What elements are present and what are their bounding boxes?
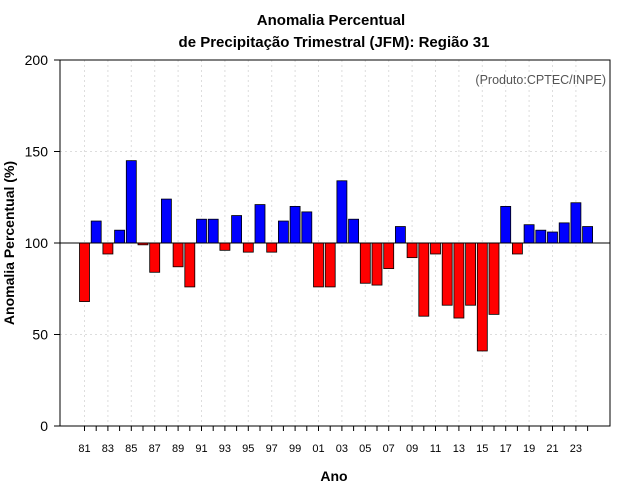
- bar-16: [488, 242, 500, 315]
- bar-22: [558, 222, 570, 244]
- y-axis: 0 50 100 150 200: [25, 52, 60, 434]
- bar-00: [301, 211, 313, 244]
- bar-97: [266, 242, 278, 253]
- credit-label: (Produto:CPTEC/INPE): [475, 73, 606, 87]
- bar-01: [313, 242, 324, 288]
- x-axis-title: Ano: [320, 468, 347, 484]
- bar-23: [570, 202, 582, 244]
- x-tick-label: 85: [125, 443, 137, 455]
- bar-13: [453, 242, 465, 319]
- x-tick-label: 19: [523, 443, 535, 455]
- bar-20: [535, 229, 547, 244]
- x-tick-label: 05: [359, 443, 371, 455]
- bar-15: [476, 242, 488, 352]
- bar-24: [582, 226, 593, 244]
- bar-12: [441, 242, 453, 306]
- x-tick-label: 13: [453, 443, 465, 455]
- bar-02: [324, 242, 336, 288]
- x-tick-label: 83: [102, 443, 114, 455]
- bar-88: [160, 198, 172, 244]
- bar-96: [254, 204, 266, 244]
- x-tick-label: 91: [195, 443, 207, 455]
- bar-81: [79, 242, 90, 302]
- bar-21: [547, 231, 558, 244]
- bar-94: [231, 215, 243, 244]
- x-tick-label: 87: [149, 443, 161, 455]
- bar-91: [196, 218, 207, 244]
- bar-87: [149, 242, 161, 273]
- bar-03: [336, 180, 348, 244]
- bar-19: [523, 224, 535, 244]
- x-tick-label: 93: [219, 443, 231, 455]
- bar-08: [394, 226, 406, 244]
- x-tick-label: 23: [570, 443, 582, 455]
- bar-10: [418, 242, 430, 317]
- bar-82: [90, 220, 102, 244]
- bar-89: [172, 242, 184, 268]
- x-tick-label: 17: [500, 443, 512, 455]
- x-tick-label: 11: [430, 443, 441, 455]
- y-tick-label: 100: [25, 235, 49, 251]
- bar-06: [371, 242, 383, 286]
- bar-04: [348, 218, 360, 244]
- bar-83: [102, 242, 114, 255]
- bar-95: [242, 242, 254, 253]
- x-tick-label: 15: [476, 443, 488, 455]
- bar-90: [184, 242, 196, 288]
- bar-11: [430, 242, 441, 255]
- x-axis: 81 83 85 87 89 91 93 95 97 99 01 03 05 07 09 11 13 15 17 19…: [78, 426, 589, 455]
- bar-92: [207, 218, 219, 244]
- y-tick-label: 50: [32, 327, 48, 343]
- bar-98: [277, 220, 289, 244]
- x-tick-label: 21: [546, 443, 558, 455]
- x-tick-label: 01: [312, 443, 324, 455]
- bar-99: [289, 205, 301, 244]
- bars: [79, 160, 593, 352]
- x-tick-label: 95: [242, 443, 254, 455]
- bar-18: [512, 242, 523, 255]
- y-tick-label: 0: [40, 418, 48, 434]
- chart-title-line2: de Precipitação Trimestral (JFM): Região…: [179, 34, 490, 51]
- chart-title-line1: Anomalia Percentual: [257, 12, 405, 29]
- grid: [60, 60, 610, 426]
- bar-05: [359, 242, 371, 284]
- y-axis-title: Anomalia Percentual (%): [1, 161, 17, 325]
- x-tick-label: 99: [289, 443, 301, 455]
- y-tick-label: 200: [25, 52, 49, 68]
- x-tick-label: 09: [406, 443, 418, 455]
- bar-17: [500, 205, 512, 244]
- bar-09: [406, 242, 418, 259]
- bar-07: [383, 242, 395, 270]
- x-tick-label: 97: [266, 443, 278, 455]
- bar-93: [219, 242, 231, 251]
- x-tick-label: 89: [172, 443, 184, 455]
- bar-84: [114, 229, 125, 244]
- bar-85: [125, 160, 137, 244]
- x-tick-label: 07: [383, 443, 395, 455]
- y-tick-label: 150: [25, 144, 49, 160]
- x-tick-label: 81: [78, 443, 90, 455]
- x-tick-label: 03: [336, 443, 348, 455]
- bar-14: [465, 242, 477, 306]
